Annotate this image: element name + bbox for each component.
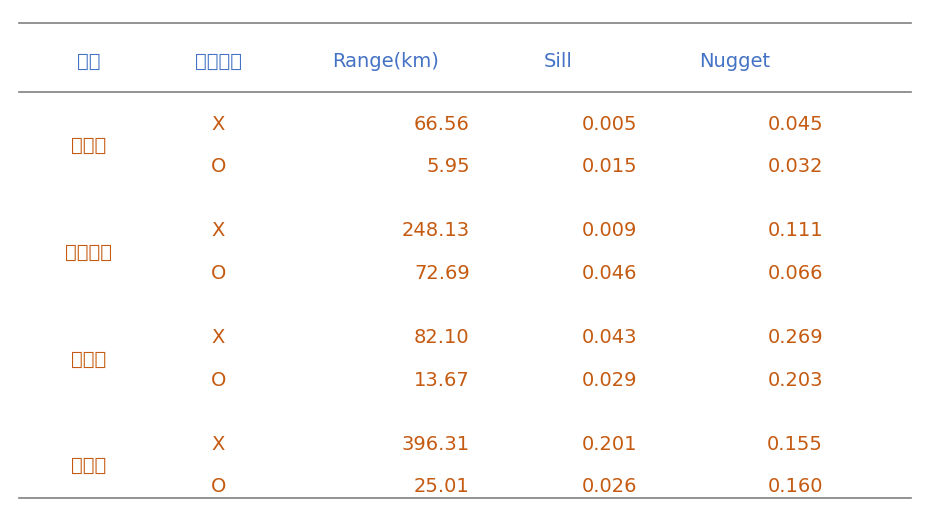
Text: 0.046: 0.046 [581,264,637,283]
Text: X: X [212,435,225,454]
Text: 0.043: 0.043 [581,328,637,347]
Text: 0.045: 0.045 [767,115,823,134]
Text: 0.032: 0.032 [767,157,823,176]
Text: 0.269: 0.269 [767,328,823,347]
Text: O: O [211,157,226,176]
Text: X: X [212,328,225,347]
Text: 0.005: 0.005 [581,115,637,134]
Text: 396.31: 396.31 [402,435,470,454]
Text: 수종: 수종 [76,52,100,71]
Text: O: O [211,371,226,390]
Text: 참나무류: 참나무류 [65,243,112,262]
Text: O: O [211,478,226,497]
Text: 낙엽송: 낙엽송 [71,349,106,368]
Text: 25.01: 25.01 [414,478,470,497]
Text: 0.029: 0.029 [581,371,637,390]
Text: Nugget: Nugget [699,52,770,71]
Text: Sill: Sill [543,52,573,71]
Text: Range(km): Range(km) [333,52,439,71]
Text: 13.67: 13.67 [414,371,470,390]
Text: 72.69: 72.69 [414,264,470,283]
Text: 66.56: 66.56 [414,115,470,134]
Text: X: X [212,222,225,241]
Text: 소나무: 소나무 [71,136,106,155]
Text: 0.026: 0.026 [581,478,637,497]
Text: 0.203: 0.203 [767,371,823,390]
Text: 0.009: 0.009 [581,222,637,241]
Text: X: X [212,115,225,134]
Text: 248.13: 248.13 [402,222,470,241]
Text: 잣나무: 잣나무 [71,456,106,475]
Text: 0.160: 0.160 [767,478,823,497]
Text: 5.95: 5.95 [426,157,470,176]
Text: 0.111: 0.111 [767,222,823,241]
Text: 거리고정: 거리고정 [195,52,242,71]
Text: O: O [211,264,226,283]
Text: 82.10: 82.10 [414,328,470,347]
Text: 0.015: 0.015 [581,157,637,176]
Text: 0.155: 0.155 [767,435,823,454]
Text: 0.201: 0.201 [581,435,637,454]
Text: 0.066: 0.066 [767,264,823,283]
